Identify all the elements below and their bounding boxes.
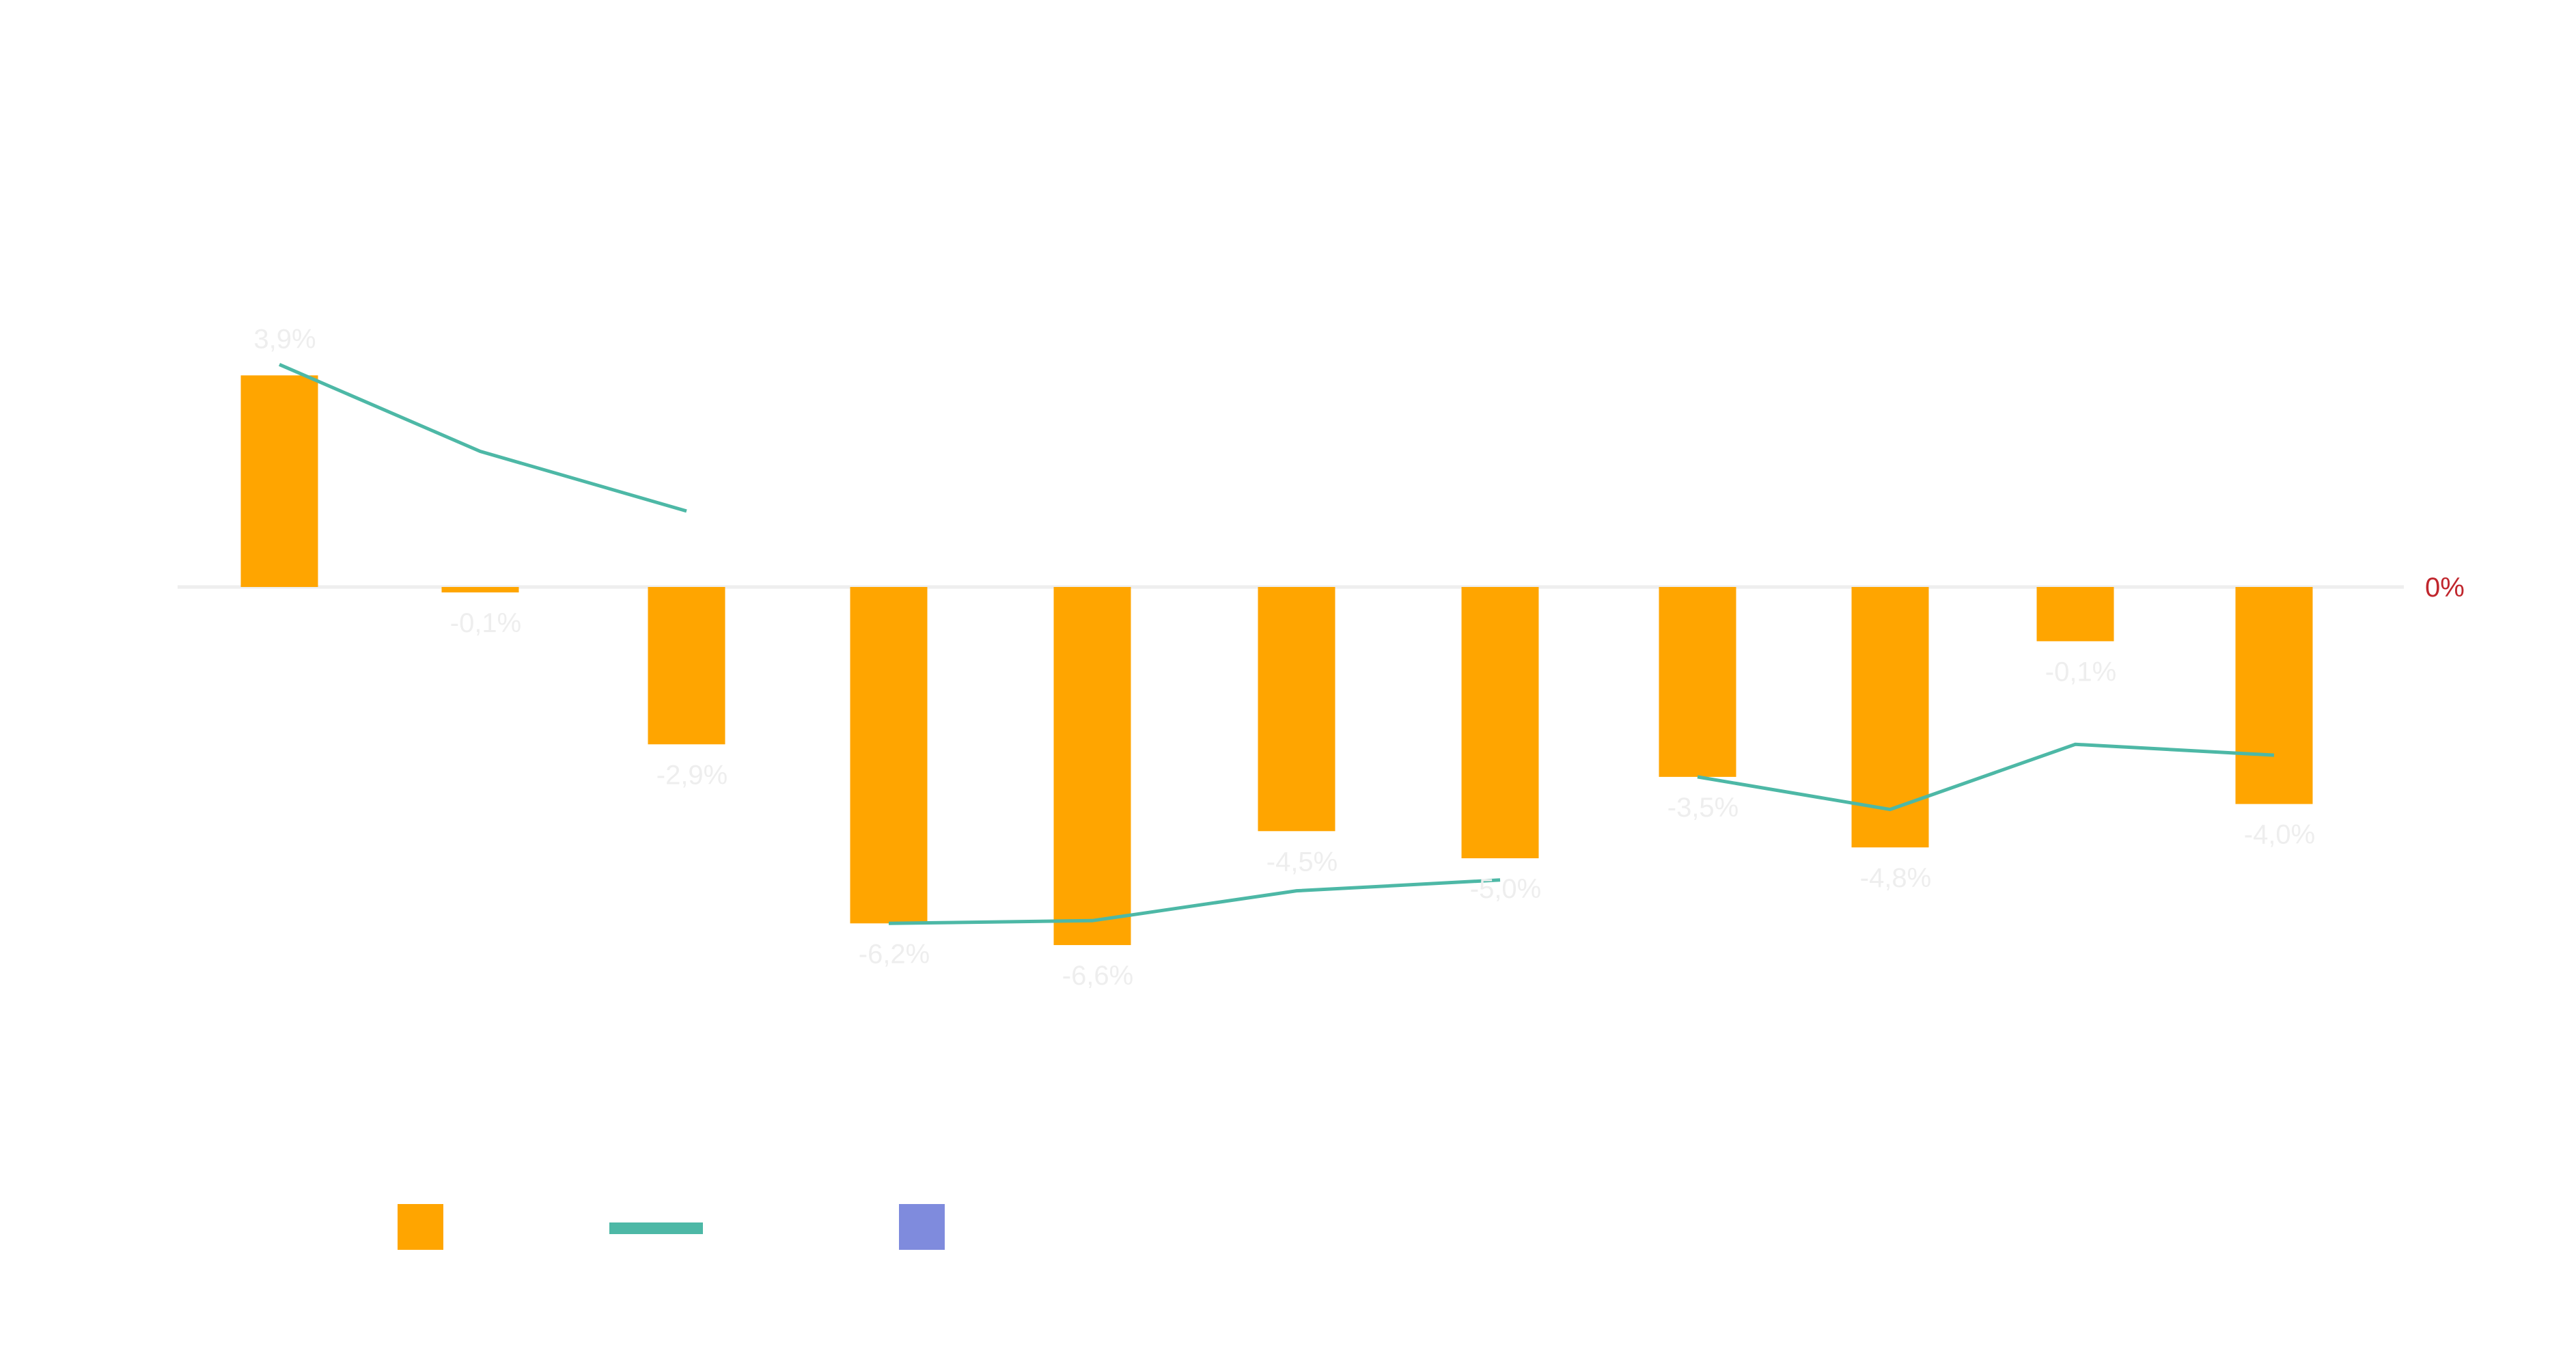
line-segment	[1697, 742, 2275, 812]
data-label: -4,5%	[1266, 847, 1338, 877]
data-label: -5,0%	[1470, 874, 1542, 904]
bar-series	[240, 375, 2313, 946]
bar	[648, 587, 725, 745]
legend-marker-bar	[398, 1204, 443, 1250]
bar	[2235, 587, 2313, 804]
legend-marker-line	[609, 1222, 703, 1234]
data-label: -0,1%	[2045, 657, 2117, 687]
bar	[240, 375, 318, 587]
data-label: -2,9%	[656, 760, 728, 790]
bar	[1461, 587, 1539, 858]
bar	[2036, 587, 2114, 642]
bar	[1258, 587, 1335, 832]
zero-reference-label: 0%	[2425, 573, 2465, 603]
data-labels: 3,9% -0,1% -2,9% -6,2% -6,6% -4,5% -5,0% -3,5% -…	[253, 324, 2315, 991]
line-series	[279, 363, 2275, 925]
legend-marker-third	[899, 1204, 945, 1250]
data-label: -6,2%	[859, 939, 930, 969]
line-segment	[279, 363, 687, 513]
data-label: -4,0%	[2244, 820, 2316, 850]
bar	[1659, 587, 1736, 777]
bar	[850, 587, 928, 924]
bar	[1053, 587, 1131, 946]
legend	[398, 1204, 945, 1250]
data-label: 3,9%	[253, 324, 316, 354]
line-segment	[888, 878, 1501, 925]
data-label: -0,1%	[450, 608, 522, 638]
data-label: -3,5%	[1667, 793, 1739, 823]
data-label: -6,6%	[1062, 961, 1134, 991]
data-label: -4,8%	[1860, 863, 1932, 893]
bar	[441, 587, 519, 592]
